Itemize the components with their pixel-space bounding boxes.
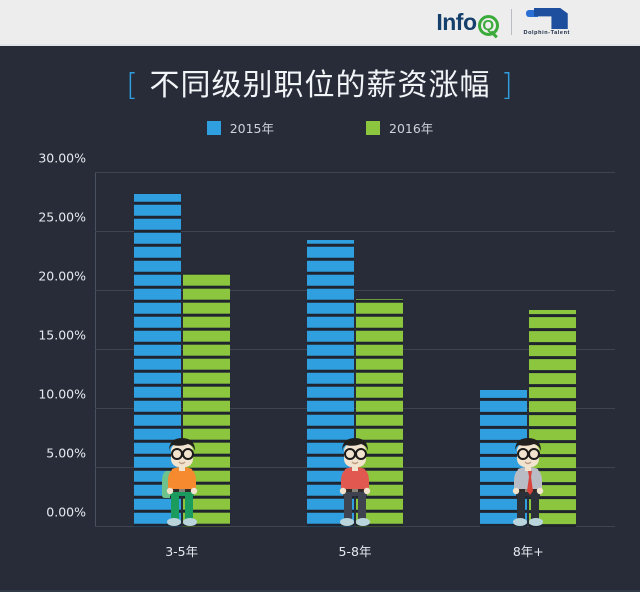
y-axis-tick-label: 15.00% (38, 327, 86, 343)
chart-legend: 2015年 2016年 (0, 118, 640, 137)
infoq-logo-q: Q (477, 14, 499, 36)
infoq-logo-text: Info (436, 8, 477, 35)
y-axis-tick-label: 0.00% (46, 504, 86, 520)
x-axis-tick-label: 3-5年 (165, 544, 199, 559)
legend-swatch-icon (206, 120, 221, 135)
gridline (95, 526, 615, 527)
y-axis-tick-label: 20.00% (38, 268, 86, 284)
y-axis-line (95, 173, 96, 527)
infoq-logo: Info Q (436, 8, 499, 36)
legend-item-2015年[interactable]: 2015年 (206, 118, 274, 137)
x-axis-tick-label: 8年+ (512, 544, 544, 559)
mid-character (327, 431, 383, 527)
gridline (95, 349, 615, 350)
dolphin-talent-logo: Dolphin-Talent (524, 8, 571, 36)
y-axis-tick-label: 5.00% (46, 445, 86, 461)
title-text: 不同级别职位的薪资涨幅 (149, 68, 491, 103)
y-axis-tick-label: 30.00% (38, 150, 86, 166)
gridline (95, 408, 615, 409)
title-wrap: [ 不同级别职位的薪资涨幅 ] (0, 60, 640, 104)
footer-strip (0, 590, 640, 592)
dolphin-talent-label: Dolphin-Talent (523, 30, 570, 36)
senior-character (500, 431, 556, 527)
y-axis-tick-label: 10.00% (38, 386, 86, 402)
page-title: [ 不同级别职位的薪资涨幅 ] (126, 60, 514, 104)
plot-area: 0.00% 5.00% 10.00% 15.00% 20.00% 25.00% 30.00%… (38, 151, 615, 559)
y-axis-tick-label: 25.00% (38, 209, 86, 225)
brand-row: Info Q Dolphin-Talent (436, 8, 570, 36)
legend-item-2016年[interactable]: 2016年 (366, 118, 433, 137)
legend-label: 2016年 (389, 121, 434, 136)
legend-swatch-icon (366, 120, 380, 135)
junior-character (154, 431, 210, 527)
brand-divider (510, 9, 512, 35)
x-axis-tick-label: 5-8年 (338, 544, 372, 559)
dolphin-mark-icon (525, 8, 568, 29)
page-header: Info Q Dolphin-Talent (0, 0, 640, 46)
title-bracket-right: ] (501, 68, 514, 103)
title-bracket-left: [ (126, 68, 139, 103)
gridline (95, 290, 615, 291)
gridline (95, 231, 615, 232)
legend-label: 2015年 (229, 121, 274, 136)
gridline (95, 172, 615, 173)
